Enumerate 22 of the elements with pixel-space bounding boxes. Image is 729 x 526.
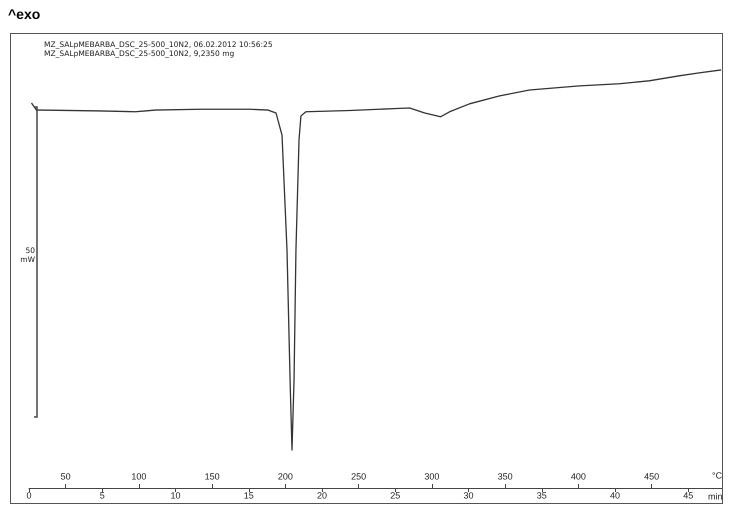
x-tick-label: 300 bbox=[424, 472, 440, 482]
x-tick-label: 400 bbox=[570, 472, 586, 482]
x2-axis-title: min bbox=[708, 492, 723, 502]
x2-tick-label: 40 bbox=[610, 490, 620, 500]
x-tick-label: 200 bbox=[278, 472, 293, 482]
x-tick-label: 100 bbox=[131, 472, 146, 482]
x2-tick-label: 5 bbox=[100, 490, 105, 500]
x2-tick-label: 35 bbox=[536, 490, 547, 500]
x2-tick-label: 20 bbox=[317, 490, 328, 500]
x2-tick-label: 25 bbox=[390, 490, 400, 500]
x2-tick-label: 45 bbox=[683, 490, 694, 500]
x-tick-label: 450 bbox=[644, 472, 660, 482]
x-tick-label: 350 bbox=[498, 472, 513, 482]
x2-tick-label: 30 bbox=[464, 490, 474, 500]
x-tick-label: 50 bbox=[60, 472, 71, 482]
chart-title: ^exo bbox=[8, 6, 40, 22]
x2-tick-label: 0 bbox=[26, 490, 32, 500]
x2-tick-label: 15 bbox=[244, 490, 254, 500]
x2-tick-label: 10 bbox=[170, 490, 181, 500]
x-tick-label: 150 bbox=[204, 472, 220, 482]
x-tick-label: 250 bbox=[351, 472, 366, 482]
x-axis-title: °C bbox=[712, 470, 723, 480]
